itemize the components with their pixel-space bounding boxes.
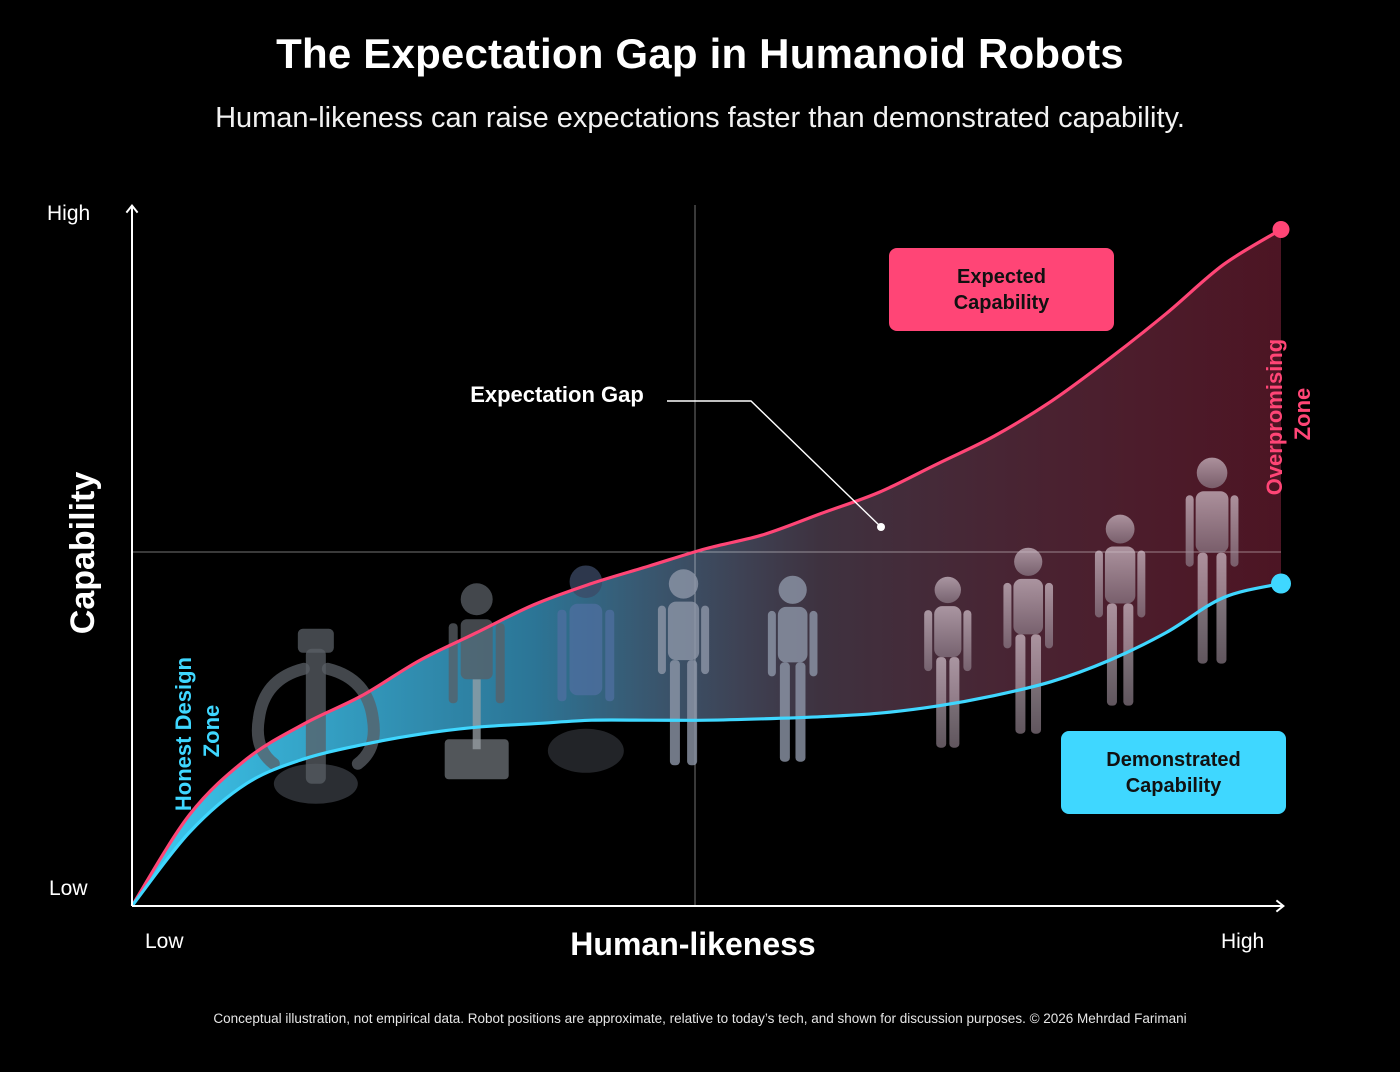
series-line-demonstrated-capability (130, 581, 1282, 907)
robot-bipedal-4 (1003, 547, 1054, 734)
robot-humanlike-1 (1094, 514, 1146, 706)
chart-subtitle: Human-likeness can raise expectations fa… (215, 102, 1185, 134)
series-line-expected-capability (130, 228, 1282, 907)
robot-bipedal-2 (767, 575, 818, 762)
y-tick-label-low: Low (49, 877, 88, 900)
expectation-gap-label: Expectation Gap (470, 382, 644, 407)
overpromising-zone-label: Overpromising Zone (1262, 333, 1315, 496)
x-tick-label-low: Low (145, 930, 184, 953)
x-tick-label-high: High (1221, 930, 1264, 953)
series-endpoint-expected (1272, 221, 1290, 239)
legend-expected-capability: Expected Capability (889, 248, 1114, 331)
robot-humanlike-2 (1185, 457, 1239, 664)
x-axis-title: Human-likeness (570, 926, 815, 962)
robot-torso-pedestal (444, 583, 509, 780)
chart-title: The Expectation Gap in Humanoid Robots (276, 30, 1124, 77)
robot-wheeled-humanoid (547, 565, 624, 773)
robot-bipedal-1 (657, 569, 710, 766)
expectation-gap-leader-line (667, 400, 882, 528)
y-tick-label-high: High (47, 202, 90, 225)
expectation-gap-area (132, 229, 1281, 906)
robot-bipedal-3 (924, 576, 972, 748)
footnote: Conceptual illustration, not empirical d… (213, 1011, 1187, 1026)
legend-demonstrated-capability: Demonstrated Capability (1061, 731, 1286, 814)
series-endpoint-demonstrated (1271, 573, 1291, 594)
robots-layer (251, 457, 1239, 804)
honest-design-zone-label: Honest Design Zone (171, 651, 224, 811)
y-axis-title: Capability (64, 472, 102, 635)
expectation-gap-leader-dot (877, 523, 885, 531)
